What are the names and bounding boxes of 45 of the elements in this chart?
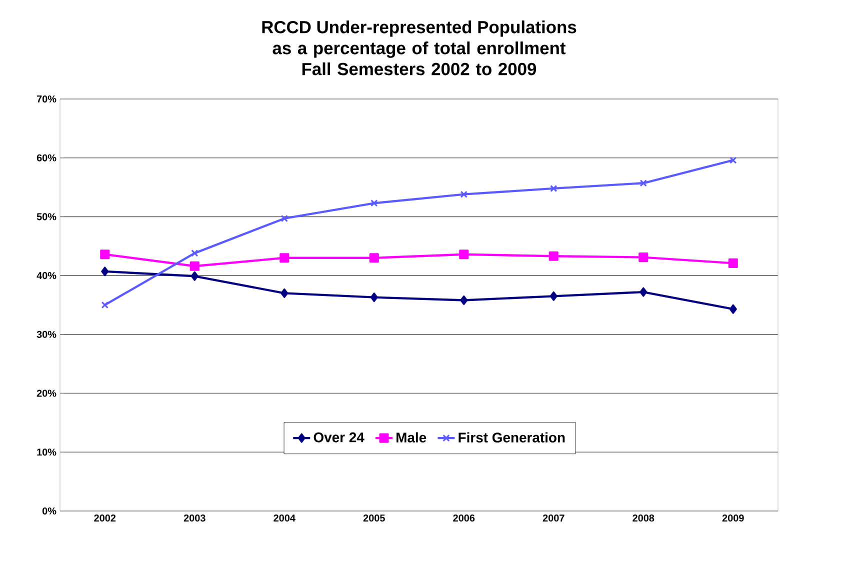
point xyxy=(460,190,468,198)
chart-subtitle: as a percentage of total enrollment Fall Semesters 2002 to 2009 xyxy=(272,42,566,76)
legend-label: First Generation xyxy=(458,432,565,443)
y-tick-label: 30% xyxy=(36,330,56,338)
point xyxy=(190,271,198,281)
point xyxy=(548,251,558,261)
y-tick-label: 10% xyxy=(37,448,56,456)
point xyxy=(190,261,200,271)
point xyxy=(459,250,469,260)
y-tick-label: 0% xyxy=(42,507,56,515)
x-tick-label: 2009 xyxy=(722,514,744,522)
point xyxy=(729,304,737,314)
point xyxy=(370,292,378,302)
point xyxy=(280,214,288,222)
point xyxy=(638,252,648,262)
x-tick-label: 2002 xyxy=(94,514,116,522)
legend-label: Over 24 xyxy=(314,432,364,442)
x-tick-label: 2004 xyxy=(274,514,296,522)
x-tick-label: 2007 xyxy=(542,514,564,522)
point xyxy=(640,287,648,297)
y-tick-label: 50% xyxy=(36,213,56,220)
y-tick-label: 60% xyxy=(36,154,56,162)
point xyxy=(280,288,288,298)
chart-title: RCCD Under-represented Populations xyxy=(262,20,576,37)
y-tick-label: 70% xyxy=(36,95,56,103)
point xyxy=(550,291,558,301)
x-tick-label: 2008 xyxy=(632,514,654,522)
x-tick-label: 2003 xyxy=(184,514,206,522)
y-tick-label: 40% xyxy=(36,272,56,280)
point xyxy=(101,266,109,276)
point xyxy=(640,180,647,187)
point xyxy=(101,301,109,309)
point xyxy=(730,156,737,164)
point xyxy=(370,200,378,207)
point xyxy=(369,253,379,263)
point xyxy=(728,258,738,268)
x-tick-label: 2005 xyxy=(363,514,385,522)
point xyxy=(280,253,290,263)
point xyxy=(550,184,558,192)
point xyxy=(100,250,110,260)
point xyxy=(460,295,468,306)
legend-label: Male xyxy=(396,432,426,443)
x-tick-label: 2006 xyxy=(453,514,475,522)
point xyxy=(191,250,198,257)
y-tick-label: 20% xyxy=(36,390,56,397)
